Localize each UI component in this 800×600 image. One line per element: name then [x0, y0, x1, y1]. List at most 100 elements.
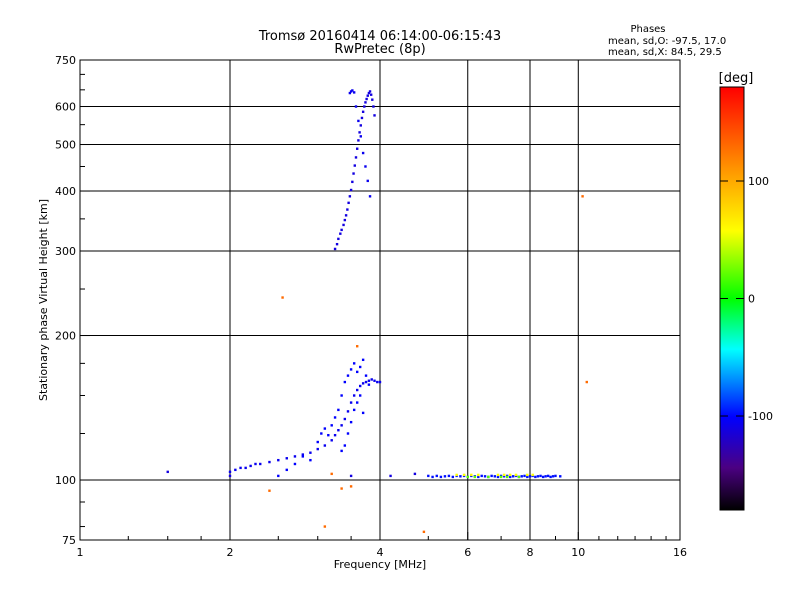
data-point — [277, 474, 280, 478]
data-point — [316, 440, 319, 444]
data-point — [351, 180, 354, 184]
data-point — [431, 475, 434, 479]
data-point — [348, 91, 352, 95]
data-point — [323, 444, 327, 447]
data-point — [361, 411, 365, 415]
data-point — [330, 424, 333, 427]
data-point — [268, 489, 271, 492]
data-point — [354, 105, 358, 108]
data-point — [360, 116, 364, 120]
data-point — [337, 237, 340, 241]
data-point — [480, 474, 483, 478]
data-point — [523, 474, 526, 478]
data-point — [439, 475, 443, 479]
data-point — [166, 470, 169, 474]
data-point — [349, 485, 353, 488]
data-point — [367, 379, 371, 382]
data-point — [342, 223, 345, 227]
data-point — [357, 119, 360, 123]
data-point — [349, 188, 353, 192]
data-point — [372, 105, 375, 108]
data-point — [470, 473, 473, 477]
data-point — [349, 368, 353, 371]
phases-x-stats: mean, sd,X: 84.5, 29.5 — [608, 47, 722, 58]
data-point — [228, 470, 232, 474]
data-point — [367, 383, 371, 386]
data-point — [378, 380, 382, 384]
data-point — [496, 473, 500, 477]
data-point — [349, 474, 353, 478]
data-point — [369, 93, 373, 96]
data-point — [355, 401, 359, 404]
data-point — [363, 105, 366, 108]
data-point — [371, 98, 374, 101]
data-point — [357, 139, 360, 142]
data-point — [389, 474, 392, 478]
data-point — [361, 110, 365, 113]
colorbar-ticks: 100 0 -100 — [720, 175, 773, 423]
data-point — [352, 91, 356, 94]
data-point — [365, 97, 368, 101]
data-point — [364, 101, 367, 104]
data-point — [361, 151, 365, 155]
x-tick-label: 2 — [227, 546, 234, 559]
data-point — [493, 475, 497, 478]
data-point — [358, 394, 362, 397]
x-tick-label: 10 — [571, 546, 585, 559]
data-point — [234, 468, 237, 472]
data-point — [355, 388, 359, 392]
data-point — [339, 232, 342, 235]
data-point — [366, 94, 369, 97]
phases-o-stats: mean, sd,O: -97.5, 17.0 — [608, 36, 726, 47]
data-point — [348, 195, 352, 198]
data-point — [344, 214, 348, 217]
data-point — [254, 462, 257, 466]
data-point — [376, 380, 379, 384]
data-point — [309, 458, 312, 462]
y-tick-label: 75 — [62, 534, 76, 547]
data-point — [354, 156, 358, 159]
data-point — [541, 475, 545, 479]
data-point — [346, 208, 349, 211]
data-point — [244, 466, 247, 470]
data-point — [466, 475, 469, 479]
data-point — [343, 444, 347, 447]
x-tick-label: 8 — [527, 546, 534, 559]
data-point — [343, 218, 347, 222]
data-point — [413, 472, 417, 476]
data-point — [459, 475, 462, 478]
data-point — [355, 370, 359, 374]
data-point — [514, 473, 518, 477]
data-point — [349, 90, 353, 93]
data-point — [277, 458, 280, 462]
data-point — [268, 460, 271, 464]
data-point — [581, 195, 584, 198]
data-point — [549, 475, 552, 479]
data-point — [526, 475, 529, 479]
data-point — [359, 124, 362, 127]
data-point — [554, 474, 557, 478]
x-axis-label: Frequency [MHz] — [334, 558, 426, 571]
y-tick-label: 500 — [55, 139, 76, 152]
x-tick-label: 16 — [673, 546, 687, 559]
data-point — [352, 408, 356, 412]
data-point — [309, 451, 312, 454]
data-point — [539, 474, 542, 478]
x-tick-label: 6 — [464, 546, 471, 559]
data-point — [343, 417, 347, 421]
data-point — [435, 474, 438, 478]
data-point — [361, 358, 365, 362]
data-point — [447, 474, 451, 478]
data-point — [358, 131, 361, 134]
data-point — [340, 449, 343, 453]
data-point — [347, 201, 350, 205]
data-point — [330, 439, 333, 442]
y-axis-label: Stationary phase Virtual Height [km] — [37, 199, 50, 401]
chart-title: Tromsø 20160414 06:14:00-06:15:43 — [258, 29, 501, 44]
data-point — [367, 91, 371, 95]
data-point — [301, 453, 305, 456]
data-point — [368, 195, 372, 198]
data-point — [352, 394, 356, 397]
data-point — [505, 475, 509, 479]
